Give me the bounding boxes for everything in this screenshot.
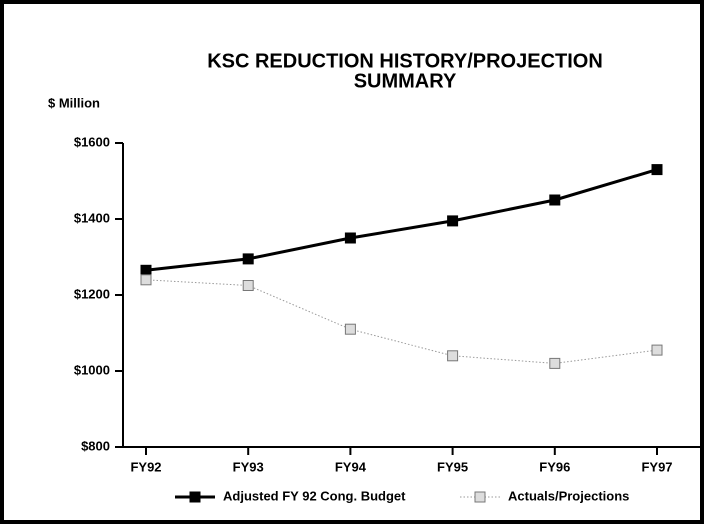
y-tick-label: $1200 bbox=[74, 286, 110, 301]
y-tick-label: $1000 bbox=[74, 362, 110, 377]
y-tick-label: $1600 bbox=[74, 134, 110, 149]
x-tick-label: FY95 bbox=[437, 459, 468, 474]
x-tick-label: FY93 bbox=[233, 459, 264, 474]
x-tick-label: FY97 bbox=[641, 459, 672, 474]
point-marker bbox=[344, 232, 356, 244]
point-marker bbox=[549, 357, 561, 369]
point-marker bbox=[344, 323, 356, 335]
chart-title: KSC REDUCTION HISTORY/PROJECTION bbox=[207, 50, 603, 72]
point-marker bbox=[651, 164, 663, 176]
point-marker bbox=[447, 350, 459, 362]
chart-title: SUMMARY bbox=[354, 70, 457, 92]
legend-marker bbox=[474, 491, 486, 503]
point-marker bbox=[651, 344, 663, 356]
x-tick-label: FY96 bbox=[539, 459, 570, 474]
point-marker bbox=[242, 280, 254, 291]
legend-label: Actuals/Projections bbox=[508, 488, 629, 503]
point-marker bbox=[140, 274, 152, 286]
y-tick-label: $1400 bbox=[74, 210, 110, 225]
legend-marker bbox=[189, 491, 201, 503]
y-tick-label: $800 bbox=[81, 438, 110, 453]
x-tick-label: FY94 bbox=[335, 459, 367, 474]
x-tick-label: FY92 bbox=[130, 459, 161, 474]
point-marker bbox=[549, 194, 561, 206]
y-axis-label: $ Million bbox=[48, 95, 100, 110]
series-line bbox=[145, 279, 658, 364]
legend-label: Adjusted FY 92 Cong. Budget bbox=[223, 488, 406, 503]
series-line bbox=[145, 168, 658, 272]
point-marker bbox=[447, 215, 459, 227]
point-marker bbox=[242, 253, 254, 265]
point-marker bbox=[140, 264, 152, 276]
